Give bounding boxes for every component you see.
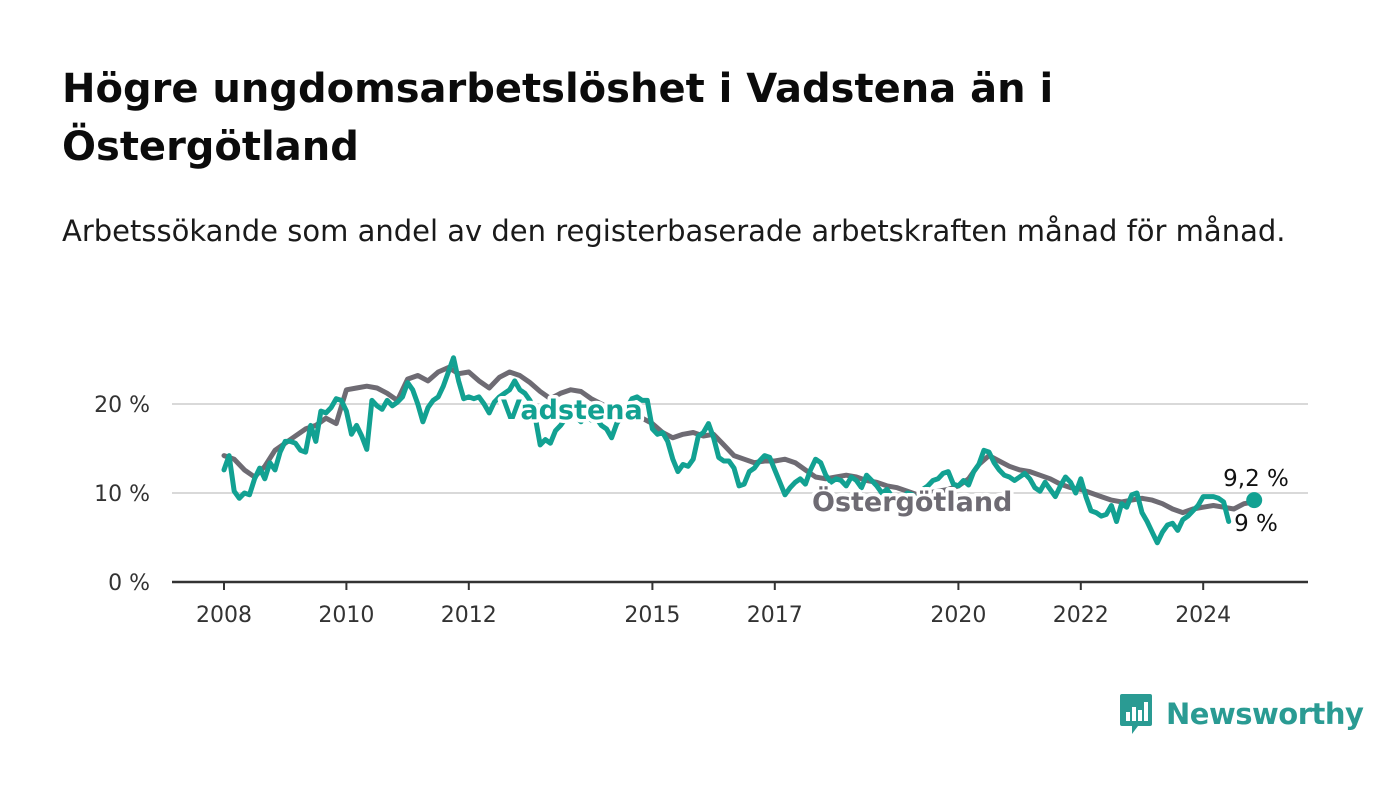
series-labels: Vadstena Östergötland 9,2 % 9 %	[498, 392, 1292, 541]
x-tick-label: 2012	[441, 603, 497, 628]
series-lines	[224, 358, 1254, 543]
x-tick-label: 2024	[1175, 603, 1231, 628]
end-label-vadstena: 9,2 %	[1223, 466, 1289, 492]
gridlines	[172, 403, 1308, 494]
series-label-ostergotland: Östergötland	[812, 485, 1012, 518]
chart-title: Högre ungdomsarbetslöshet i Vadstena än …	[62, 66, 1054, 170]
x-tick-label: 2017	[747, 603, 803, 628]
chart-subtitle: Arbetssökande som andel av den registerb…	[62, 214, 1286, 248]
series-label-vadstena: Vadstena	[501, 395, 643, 426]
brand-logo: Newsworthy	[1118, 690, 1364, 738]
y-tick-label: 20 %	[94, 393, 150, 418]
end-label-ostergotland: 9 %	[1234, 511, 1278, 537]
series-line-vadstena	[224, 358, 1254, 543]
x-axis-labels: 2008 2010 2012 2015 2017 2020 2022 2024	[196, 582, 1231, 628]
x-tick-label: 2015	[624, 603, 680, 628]
y-axis-labels: 0 % 10 % 20 %	[94, 393, 150, 596]
x-tick-label: 2010	[318, 603, 374, 628]
y-tick-label: 10 %	[94, 482, 150, 507]
x-tick-label: 2020	[930, 603, 986, 628]
brand-name: Newsworthy	[1166, 697, 1364, 731]
y-tick-label: 0 %	[108, 571, 150, 596]
bar-chart-speech-bubble-icon	[1120, 694, 1152, 734]
x-tick-label: 2022	[1053, 603, 1109, 628]
x-tick-label: 2008	[196, 603, 252, 628]
series-line-östergötland	[221, 365, 1257, 516]
end-point-vadstena	[1246, 492, 1263, 509]
